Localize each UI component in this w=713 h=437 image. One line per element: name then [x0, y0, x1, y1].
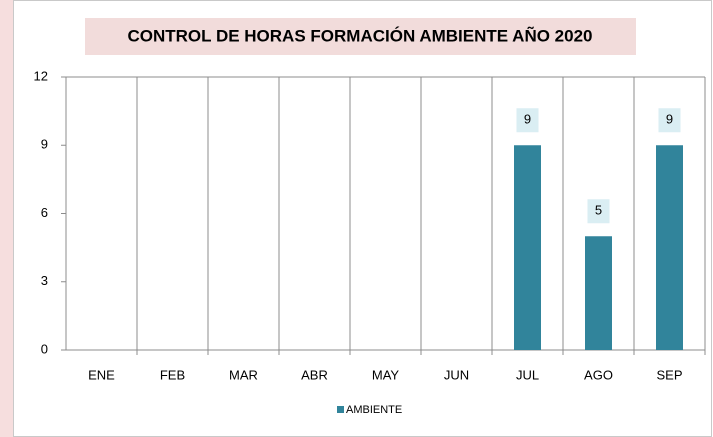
bar — [656, 145, 683, 350]
data-label: 9 — [524, 112, 531, 127]
bar — [514, 145, 541, 350]
y-tick-label: 9 — [41, 137, 48, 152]
data-label-group: 9 — [658, 108, 681, 133]
x-tick-label: JUN — [444, 367, 469, 382]
x-tick-label: JUL — [516, 367, 539, 382]
data-label-box — [587, 199, 610, 224]
y-tick-label: 12 — [34, 68, 48, 83]
data-label: 9 — [666, 112, 673, 127]
y-tick-label: 6 — [41, 205, 48, 220]
x-tick-label: SEP — [656, 367, 682, 382]
x-tick-label: MAR — [229, 367, 258, 382]
x-tick-label: FEB — [160, 367, 185, 382]
side-strip — [0, 0, 13, 437]
data-label-box — [658, 108, 681, 133]
y-tick-label: 0 — [41, 341, 48, 356]
x-tick-label: ABR — [301, 367, 328, 382]
data-label-box — [516, 108, 539, 133]
data-label-group: 9 — [516, 108, 539, 133]
x-tick-label: MAY — [372, 367, 400, 382]
bar — [585, 236, 612, 350]
x-tick-label: AGO — [584, 367, 613, 382]
chart-title: CONTROL DE HORAS FORMACIÓN AMBIENTE AÑO … — [127, 25, 592, 45]
data-label-group: 5 — [587, 199, 610, 224]
y-tick-label: 3 — [41, 273, 48, 288]
legend-swatch — [337, 406, 344, 413]
data-label: 5 — [595, 203, 602, 218]
legend-label: AMBIENTE — [346, 404, 402, 416]
title-box — [85, 18, 636, 55]
x-tick-label: ENE — [88, 367, 115, 382]
